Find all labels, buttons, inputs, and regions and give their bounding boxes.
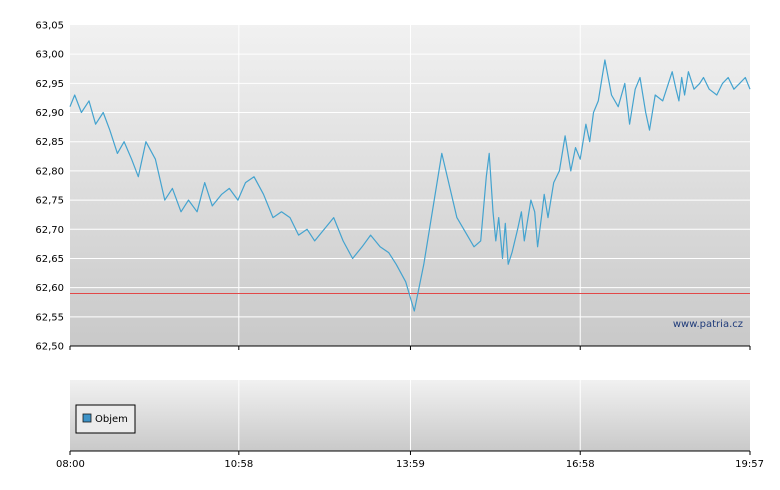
- x-tick-label: 16:58: [566, 459, 595, 470]
- y-tick-label: 62,85: [35, 137, 64, 148]
- y-tick-label: 62,80: [35, 166, 64, 177]
- price-series-line: [69, 59, 751, 312]
- y-tick-label: 62,50: [35, 342, 64, 353]
- price-x-tick-marks: [69, 346, 751, 350]
- y-tick-label: 62,70: [35, 225, 64, 236]
- y-tick-label: 62,60: [35, 283, 64, 294]
- y-tick-label: 62,55: [35, 312, 64, 323]
- y-tick-label: 62,90: [35, 108, 64, 119]
- x-axis-ticks: 08:00 10:58 13:59 16:58 19:57: [56, 451, 764, 470]
- x-tick-label: 19:57: [735, 459, 764, 470]
- x-tick-label: 08:00: [56, 459, 85, 470]
- legend-swatch: [82, 413, 92, 423]
- y-axis-ticks: 63,05 63,00 62,95 62,90 62,85 62,80 62,75 62,70…: [35, 21, 64, 353]
- y-tick-label: 63,00: [35, 50, 64, 61]
- x-tick-label: 10:58: [224, 459, 253, 470]
- y-tick-label: 62,95: [35, 79, 64, 90]
- x-tick-label: 13:59: [396, 459, 425, 470]
- watermark: www.patria.cz: [673, 319, 743, 330]
- y-tick-label: 62,65: [35, 254, 64, 265]
- price-grid: [70, 25, 750, 346]
- y-tick-label: 63,05: [35, 21, 64, 32]
- legend-label: Objem: [95, 414, 128, 425]
- legend: Objem: [75, 404, 136, 434]
- y-tick-label: 62,75: [35, 196, 64, 207]
- volume-grid: [238, 380, 581, 451]
